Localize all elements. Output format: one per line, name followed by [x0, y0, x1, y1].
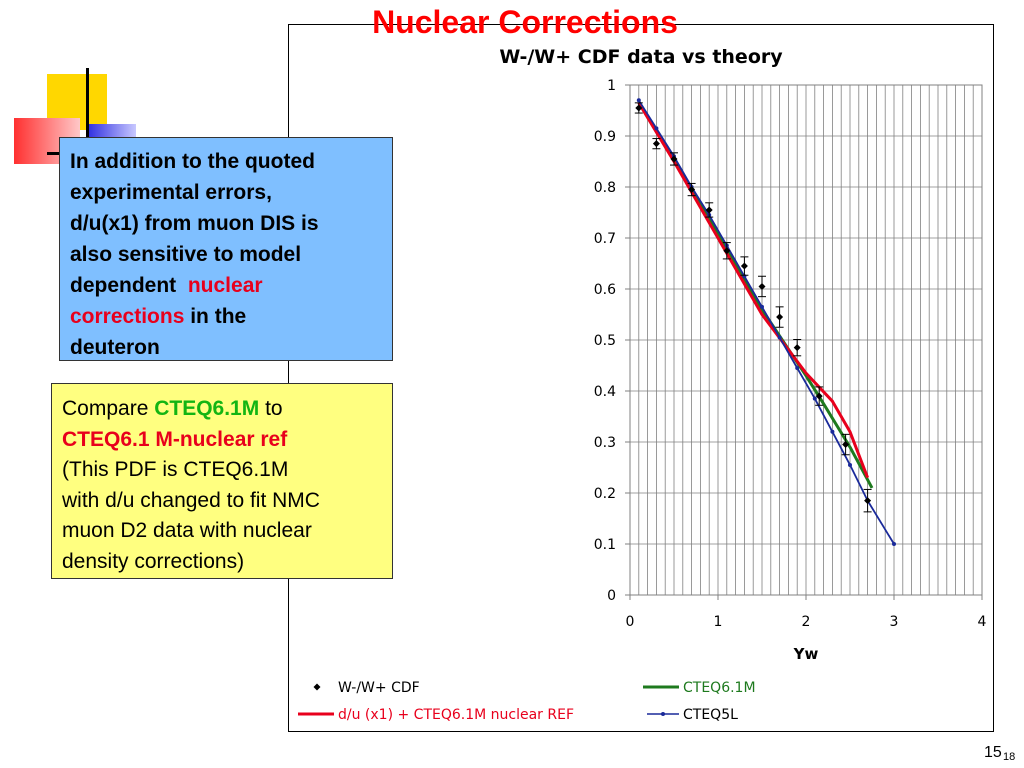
note-line: experimental errors, [70, 181, 272, 204]
data-point [740, 262, 748, 270]
data-point [705, 206, 713, 214]
chart-legend: W-/W+ CDF CTEQ6.1M d/u (x1) + CTEQ6.1M nuc… [298, 680, 756, 723]
legend-label: CTEQ5L [683, 707, 738, 723]
page-number: 15 [984, 744, 1002, 761]
series-marker [812, 396, 817, 401]
note-line: corrections in the [70, 301, 382, 332]
note-line: with d/u changed to fit NMC [62, 488, 320, 512]
legend-label: W-/W+ CDF [338, 680, 420, 696]
note-text: to [259, 397, 283, 420]
deco-horizontal-line [47, 152, 61, 155]
series-marker [848, 462, 852, 467]
x-tick-label: 1 [714, 614, 723, 630]
y-tick-label: 0.9 [594, 129, 616, 145]
data-point [723, 247, 731, 255]
x-axis-label: Yw [793, 645, 819, 663]
note-line: (This PDF is CTEQ6.1M [62, 458, 289, 481]
chart-title: W-/W+ CDF data vs theory [499, 46, 783, 68]
series-marker [636, 98, 641, 103]
note-highlight: nuclear [187, 274, 263, 297]
data-point [670, 155, 678, 163]
note-line: muon D2 data with nuclear [62, 519, 312, 542]
note-line: In addition to the quoted [70, 150, 315, 173]
note-line: dependent nuclear [70, 270, 382, 301]
y-tick-label: 0.8 [594, 180, 616, 196]
y-tick-label: 0.5 [594, 333, 616, 349]
note-line: d/u(x1) from muon DIS is [70, 212, 319, 235]
chart-grid [630, 85, 982, 595]
legend-label: CTEQ6.1M [683, 680, 756, 696]
deco-vertical-line [86, 68, 89, 168]
legend-label: d/u (x1) + CTEQ6.1M nuclear REF [338, 707, 574, 723]
legend-swatch-marker [661, 712, 665, 716]
page-number-small: 18 [1003, 751, 1016, 763]
note-line: Compare CTEQ6.1M to [62, 394, 382, 425]
y-tick-label: 0.1 [594, 537, 616, 553]
data-point [864, 497, 872, 505]
x-tick-label: 4 [978, 614, 987, 630]
data-point [635, 104, 643, 112]
note-highlight-green: CTEQ6.1M [154, 397, 260, 420]
x-tick-label: 0 [626, 614, 635, 630]
series-marker [654, 126, 659, 131]
legend-swatch [313, 683, 321, 691]
series-marker [830, 429, 835, 434]
note-box-nuclear: In addition to the quoted experimental e… [59, 137, 393, 361]
note-box-compare: Compare CTEQ6.1M to CTEQ6.1 M-nuclear re… [51, 383, 393, 579]
note-text: dependent [70, 274, 188, 297]
data-point [652, 140, 660, 148]
slide-title: Nuclear Corrections [372, 4, 678, 40]
axis-ticks: 0 0.1 0.2 0.3 0.4 0.5 0.6 0.7 0.8 0.9 1 0 1 2 3 4 [594, 78, 987, 630]
deco-blue-bar [88, 124, 136, 140]
data-point [793, 344, 801, 352]
note-text: in the [184, 305, 247, 328]
note-line: also sensitive to model [70, 243, 302, 266]
x-tick-label: 3 [890, 614, 899, 630]
chart-series [634, 98, 896, 546]
y-tick-label: 0.7 [594, 231, 616, 247]
data-point [815, 392, 823, 400]
series-marker [760, 304, 764, 309]
y-tick-label: 0.2 [594, 486, 616, 502]
y-tick-label: 0.4 [594, 384, 616, 400]
data-point [842, 441, 850, 449]
data-point [688, 186, 696, 194]
note-line: deuteron [70, 336, 160, 359]
series-marker [777, 335, 782, 340]
series-marker [795, 366, 800, 371]
y-tick-label: 1 [607, 78, 616, 94]
y-tick-label: 0.6 [594, 282, 616, 298]
series-marker [892, 542, 896, 546]
note-highlight: corrections [70, 305, 185, 328]
data-point [758, 282, 766, 290]
note-highlight-red: CTEQ6.1 M-nuclear ref [62, 427, 288, 451]
data-point [776, 313, 784, 321]
y-tick-label: 0.3 [594, 435, 616, 451]
y-tick-label: 0 [607, 588, 616, 604]
x-tick-label: 2 [802, 614, 811, 630]
note-line: density corrections) [62, 549, 245, 573]
note-text: Compare [62, 397, 155, 420]
